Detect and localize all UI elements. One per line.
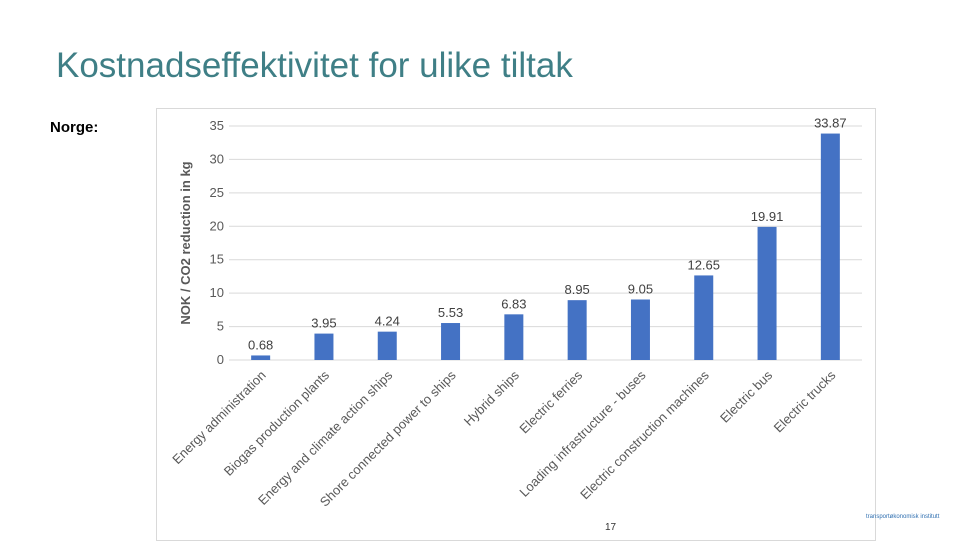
bar bbox=[314, 333, 334, 360]
data-label: 3.95 bbox=[311, 316, 336, 331]
data-label: 33.87 bbox=[814, 116, 847, 131]
footer-logo: transportøkonomisk institutt bbox=[866, 514, 940, 520]
y-tick-label: 35 bbox=[210, 118, 224, 133]
x-tick-label: Energy and climate action ships bbox=[255, 367, 396, 508]
x-tick-label: Shore connected power to ships bbox=[317, 367, 459, 509]
data-label: 0.68 bbox=[248, 337, 273, 352]
y-tick-label: 25 bbox=[210, 185, 224, 200]
y-tick-label: 20 bbox=[210, 218, 224, 233]
x-tick-label: Loading infrastructure - buses bbox=[516, 367, 649, 500]
data-label: 19.91 bbox=[751, 209, 784, 224]
bar bbox=[820, 133, 840, 360]
y-tick-label: 0 bbox=[217, 352, 224, 367]
region-label: Norge: bbox=[50, 119, 99, 136]
y-tick-label: 5 bbox=[217, 319, 224, 334]
page-number: 17 bbox=[605, 522, 617, 533]
bar bbox=[757, 226, 777, 360]
y-tick-label: 15 bbox=[210, 252, 224, 267]
data-label: 5.53 bbox=[438, 305, 463, 320]
bar bbox=[251, 355, 271, 360]
data-label: 6.83 bbox=[501, 296, 526, 311]
x-tick-label: Electric construction machines bbox=[577, 367, 712, 502]
bar bbox=[504, 314, 524, 360]
data-label: 4.24 bbox=[375, 314, 400, 329]
x-tick-label: Biogas production plants bbox=[221, 367, 333, 479]
chart-frame: 0 5 10 15 20 25 30 35 NOK / CO2 reduction in kg 0… bbox=[156, 108, 876, 541]
bar bbox=[694, 275, 714, 360]
bar bbox=[630, 299, 650, 360]
bar bbox=[567, 300, 587, 360]
x-tick-label: Electric ferries bbox=[516, 367, 585, 436]
x-tick-label: Hybrid ships bbox=[461, 367, 523, 429]
bar bbox=[377, 331, 397, 360]
x-tick-label: Electric bus bbox=[717, 367, 775, 425]
slide-title: Kostnadseffektivitet for ulike tiltak bbox=[56, 46, 573, 85]
data-label: 9.05 bbox=[628, 281, 653, 296]
data-label: 12.65 bbox=[687, 257, 720, 272]
bar bbox=[441, 323, 461, 360]
data-label: 8.95 bbox=[564, 282, 589, 297]
bar-chart: 0 5 10 15 20 25 30 35 NOK / CO2 reduction in kg 0… bbox=[169, 116, 862, 509]
y-tick-label: 10 bbox=[210, 285, 224, 300]
y-axis-label: NOK / CO2 reduction in kg bbox=[178, 161, 193, 324]
y-tick-label: 30 bbox=[210, 151, 224, 166]
x-tick-label: Electric trucks bbox=[771, 367, 839, 435]
